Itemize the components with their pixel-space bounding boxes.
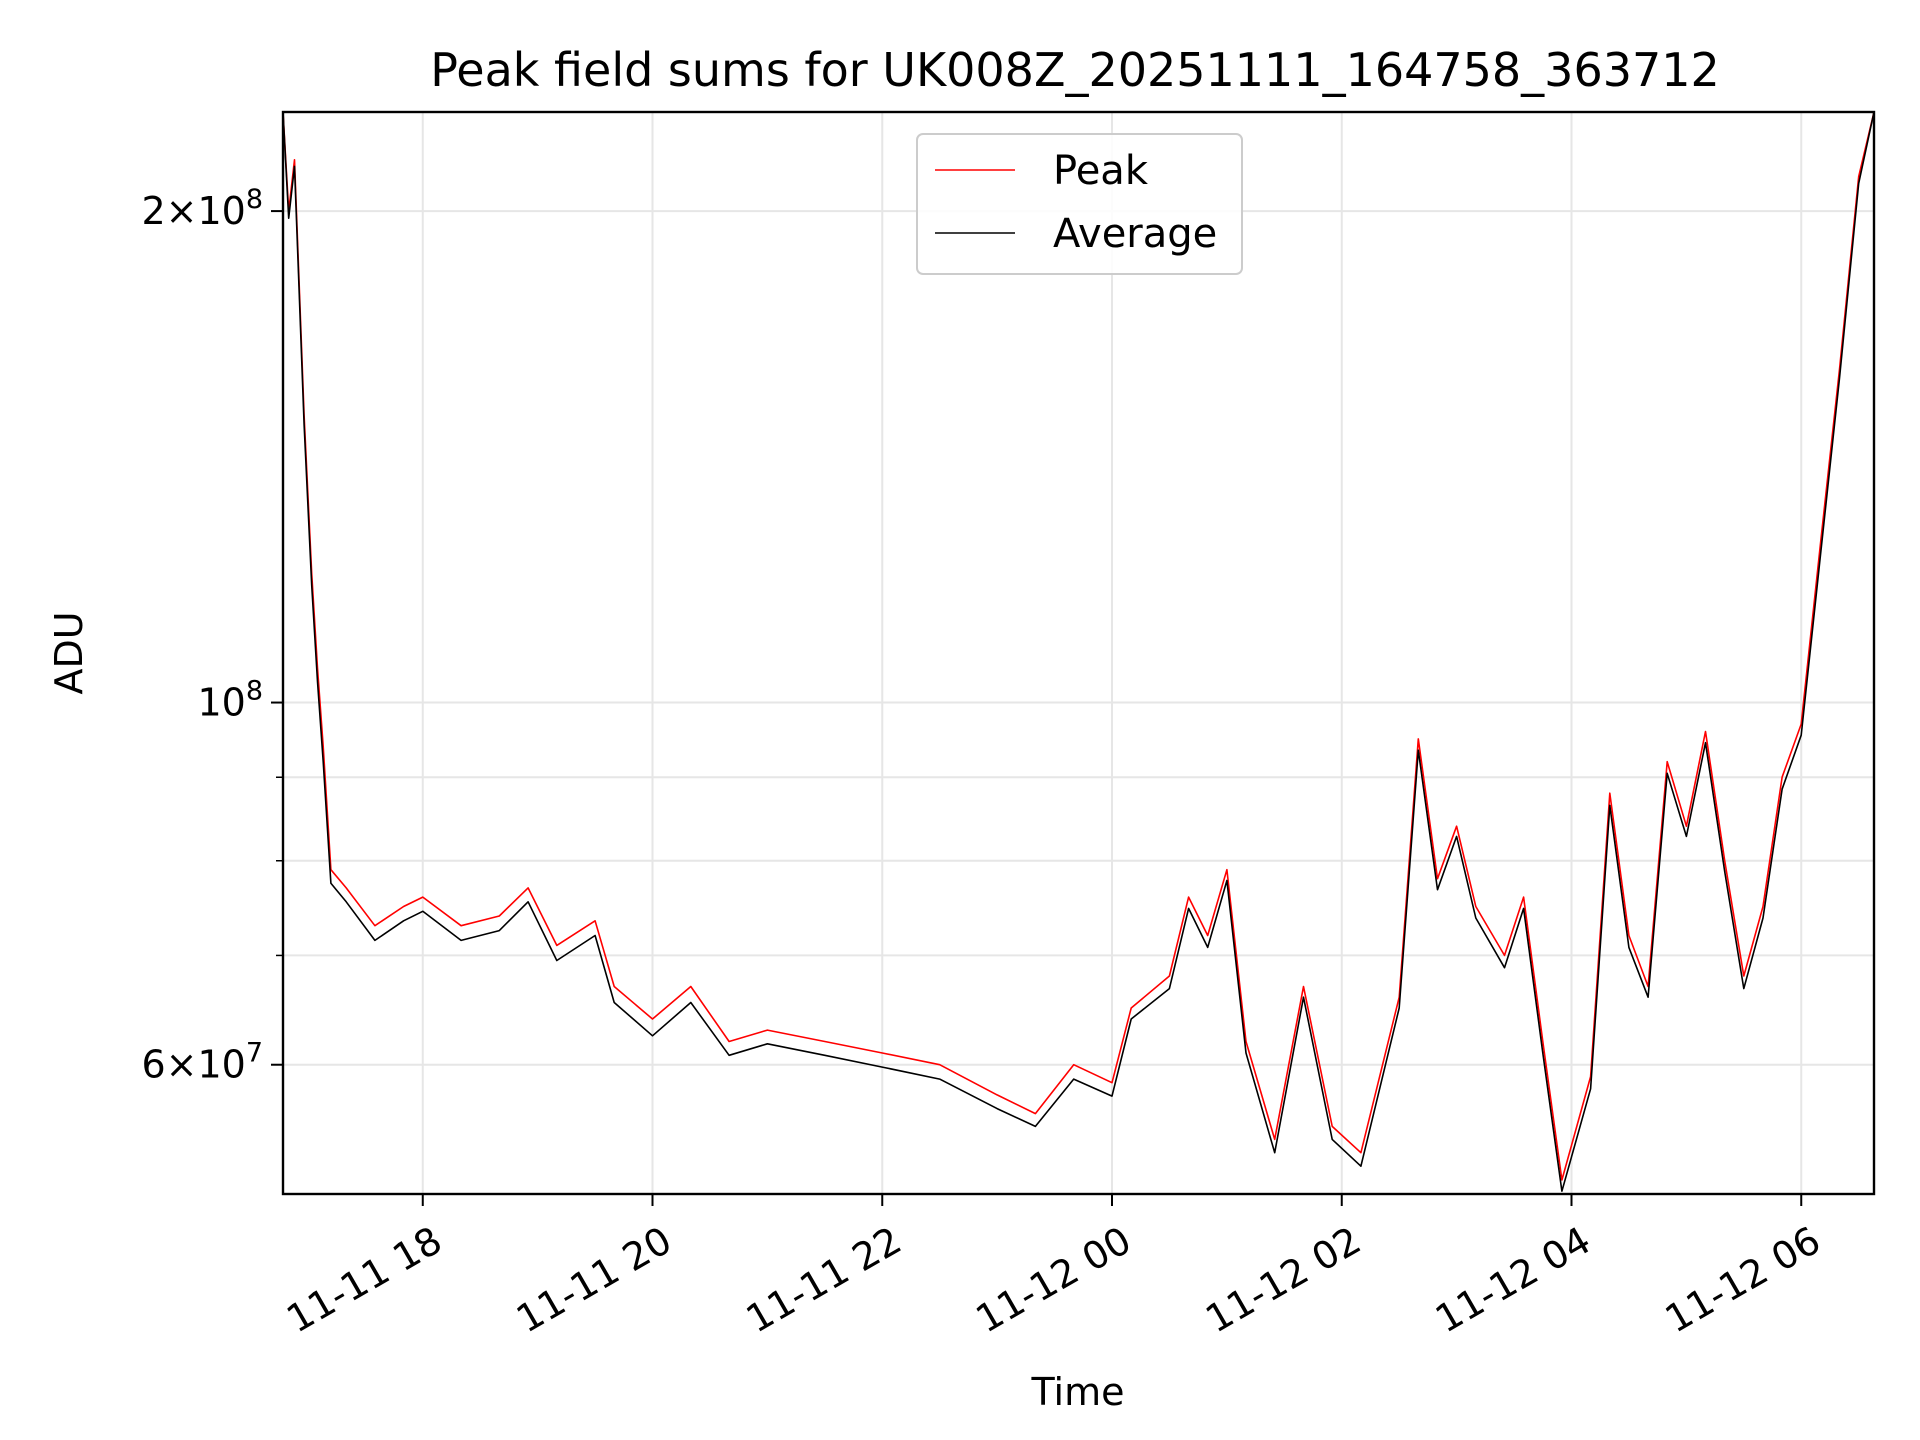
plot-frame bbox=[281, 110, 1876, 1196]
series-line-peak bbox=[282, 111, 1875, 1181]
legend-peak-label: Peak bbox=[1053, 148, 1149, 194]
chart-title: Peak field sums for UK008Z_20251111_1647… bbox=[430, 43, 1720, 97]
legend: Peak Average bbox=[916, 133, 1243, 275]
series-line-average bbox=[282, 111, 1875, 1192]
y-axis-label: ADU bbox=[47, 611, 91, 694]
y-tick-label: 6×107 bbox=[141, 1038, 263, 1087]
y-axis-ticks: 2×108 108 6×107 bbox=[141, 184, 283, 1087]
y-tick-label: 2×108 bbox=[141, 184, 263, 233]
legend-average-label: Average bbox=[1053, 211, 1217, 257]
legend-box bbox=[916, 133, 1243, 275]
x-axis-label: Time bbox=[1031, 1370, 1125, 1414]
series-lines bbox=[282, 111, 1875, 1192]
y-tick-label: 108 bbox=[197, 676, 263, 725]
